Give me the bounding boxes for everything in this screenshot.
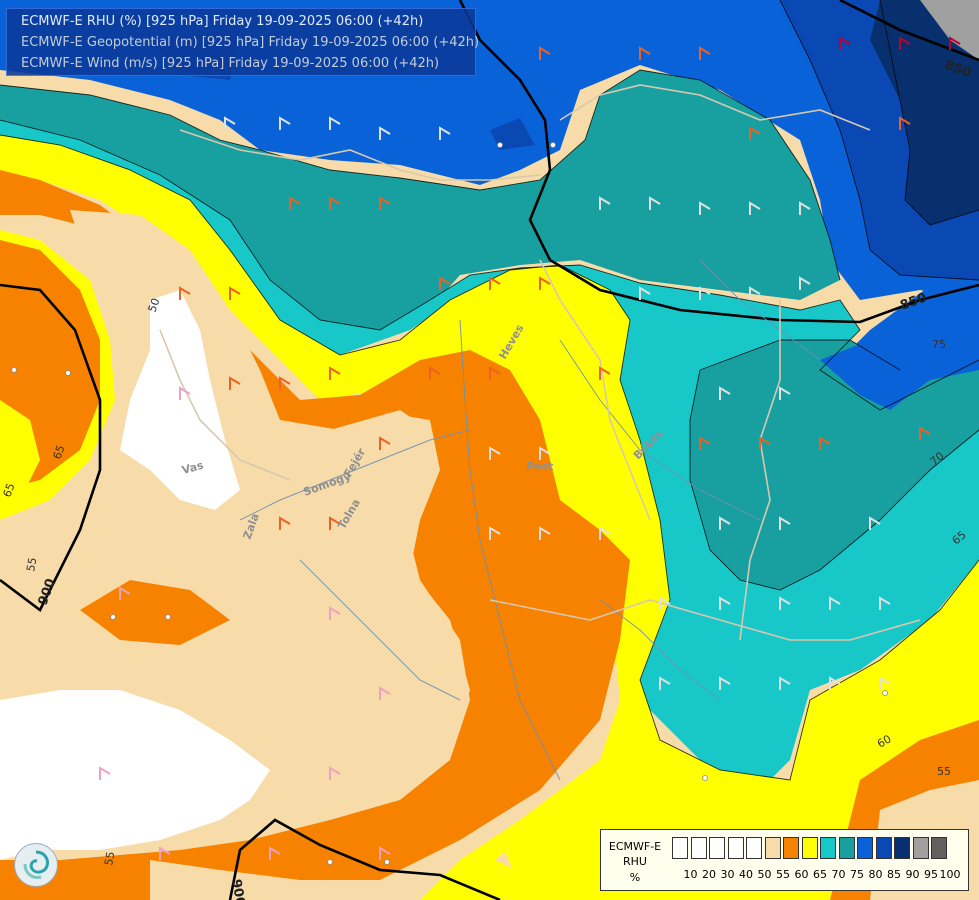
- rhu-65-west-inner: [0, 400, 40, 510]
- contour-label-65-w2: 65: [1, 481, 18, 499]
- legend-tick-label: 80: [868, 868, 883, 881]
- legend-unit: %: [629, 871, 641, 884]
- geopotential-contour-900-w: [0, 283, 102, 612]
- legend-tick-label: 40: [739, 868, 753, 881]
- legend-swatch: [727, 837, 744, 859]
- contour-label-65-w: 65: [51, 443, 68, 461]
- legend-tick-label: 75: [850, 868, 864, 881]
- legend-swatch: [783, 837, 799, 859]
- rhu-90-region: [870, 0, 979, 225]
- rhu-60-region: [0, 170, 630, 900]
- legend-tick-label: 85: [887, 868, 901, 881]
- legend-tick-label: 30: [720, 868, 735, 881]
- rhu-75-east: [690, 340, 979, 590]
- legend-variable: RHU: [623, 855, 647, 868]
- place-label-vas: Vas: [180, 459, 205, 477]
- legend-tick-label: 10: [683, 868, 698, 881]
- legend-tick-label: 90: [905, 868, 920, 881]
- legend-swatch: [931, 837, 947, 859]
- rhu-50-south: [0, 690, 270, 860]
- title-wind: ECMWF-E Wind (m/s) [925 hPa] Friday 19-0…: [21, 56, 440, 71]
- legend-swatch: [838, 837, 855, 859]
- title-rhu: ECMWF-E RHU (%) [925 hPa] Friday 19-09-2…: [21, 14, 424, 29]
- title-geopotential: ECMWF-E Geopotential (m) [925 hPa] Frida…: [21, 35, 480, 50]
- rhu-95-region: [920, 0, 979, 60]
- legend-model: ECMWF-E: [608, 840, 662, 853]
- contour-label-75: 75: [932, 338, 946, 351]
- legend-swatch: [709, 837, 725, 859]
- contour-label-55-w: 55: [24, 556, 39, 572]
- color-legend: ECMWF-E RHU % 10 20 30 40 50 55 60 65 70 75 80 85 90…: [600, 829, 969, 891]
- legend-tick-label: 50: [757, 868, 772, 881]
- rhu-55-spot: [495, 852, 512, 868]
- legend-swatch: [894, 837, 910, 859]
- place-label-pest: Pest: [526, 460, 553, 473]
- legend-swatch: [672, 837, 688, 859]
- rhu-85-spot: [490, 118, 535, 150]
- rhu-60-blob2: [80, 580, 230, 645]
- contour-label-55-sw: 55: [102, 850, 117, 866]
- legend-swatch: [820, 837, 836, 859]
- geopotential-contour-850-ne: [839, 0, 979, 62]
- legend-swatch: [746, 837, 762, 859]
- rhu-55-interior: [0, 210, 470, 845]
- legend-swatch: [690, 837, 707, 859]
- legend-swatch: [764, 837, 781, 859]
- legend-tick-label: 55: [776, 868, 790, 881]
- contour-label-900-s: 900: [228, 878, 247, 900]
- geopotential-contour-850: [458, 0, 979, 324]
- legend-tick-label: 70: [831, 868, 846, 881]
- legend-swatch: [912, 837, 929, 859]
- legend-swatch: [875, 837, 892, 859]
- legend-tick-label: 100: [939, 868, 961, 881]
- ecmwf-swirl-icon: [14, 843, 58, 887]
- legend-tick-label: 20: [702, 868, 716, 881]
- contour-label-55-se: 55: [937, 765, 951, 778]
- legend-tick-label: 95: [924, 868, 938, 881]
- legend-tick-label: 65: [813, 868, 827, 881]
- map-title-box: ECMWF-E RHU (%) [925 hPa] Friday 19-09-2…: [6, 8, 480, 76]
- legend-swatch: [801, 837, 818, 859]
- legend-swatch: [857, 837, 873, 859]
- contour-label-60: 60: [875, 732, 894, 750]
- contour-label-50: 50: [146, 296, 163, 314]
- legend-tick-label: 60: [794, 868, 809, 881]
- geopotential-contour-900-s: [228, 818, 501, 900]
- rhu-75-region: [0, 70, 840, 335]
